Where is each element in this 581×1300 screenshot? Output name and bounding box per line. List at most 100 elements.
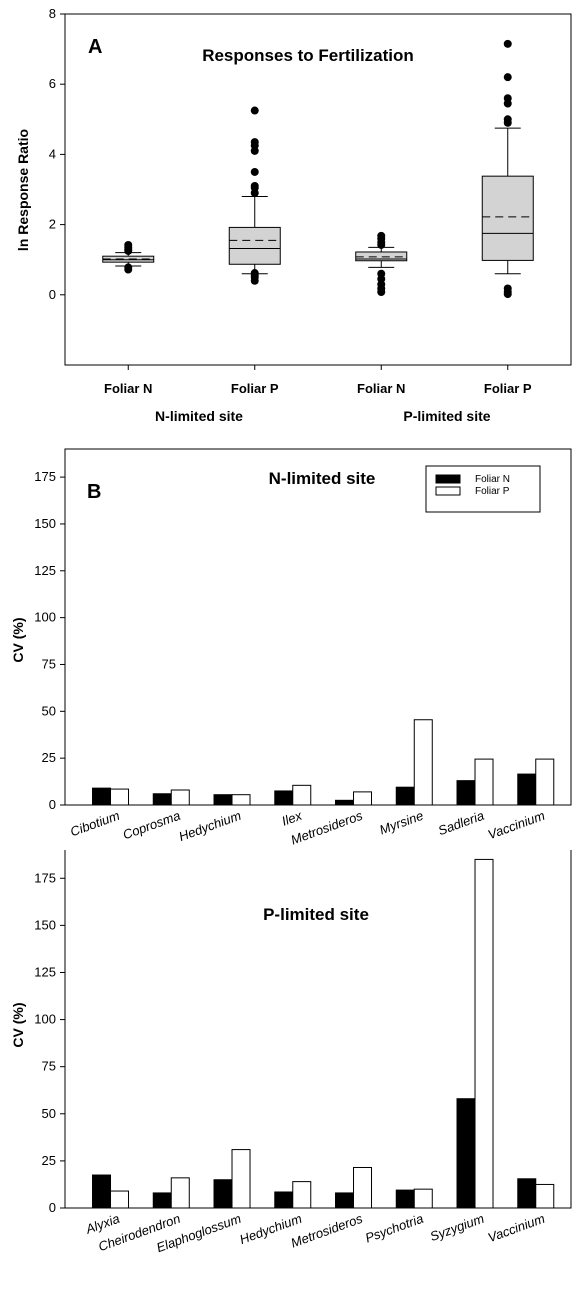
- bar-foliar-n-metrosideros: [335, 1192, 355, 1209]
- bar-foliar-p-syzygium: [474, 858, 494, 1209]
- panel-c-bars: [92, 858, 555, 1209]
- y-tick-label: 75: [42, 1059, 56, 1074]
- outlier-point: [377, 231, 386, 240]
- bar-foliar-p-ilex: [292, 784, 312, 806]
- bar-foliar-p-alyxia: [110, 1190, 130, 1209]
- y-tick-label: 100: [34, 1012, 56, 1027]
- outlier-point: [250, 181, 259, 190]
- panel-b: B N-limited site CV (%) 0 25 50 75 100 125 150…: [10, 448, 572, 848]
- outlier-point: [503, 73, 512, 82]
- panel-c-y-axis: 0 25 50 75 100 125 150 175: [34, 870, 65, 1215]
- x-category-label: Hedychium: [177, 808, 243, 844]
- group-label-n-limited: N-limited site: [155, 408, 243, 424]
- box-body: [481, 175, 534, 261]
- legend-label-foliar-n: Foliar N: [475, 474, 510, 485]
- panel-a-boxes: [102, 39, 534, 299]
- outlier-point: [503, 115, 512, 124]
- panel-c-ylabel: CV (%): [10, 1002, 26, 1047]
- panel-b-ylabel: CV (%): [10, 617, 26, 662]
- legend-swatch-foliar-p: [435, 486, 461, 496]
- x-category-label: Ilex: [280, 808, 305, 829]
- legend-swatch-foliar-n: [435, 474, 461, 484]
- x-tick-label: Foliar P: [484, 381, 532, 396]
- box-3: [355, 231, 408, 296]
- panel-c-frame: [64, 850, 572, 1209]
- x-category-label: Vaccinium: [486, 1211, 547, 1245]
- x-category-label: Vaccinium: [486, 808, 547, 842]
- bar-foliar-n-cibotium: [92, 787, 112, 806]
- panel-b-letter: B: [87, 481, 101, 503]
- bar-foliar-n-myrsine: [395, 786, 415, 806]
- bar-foliar-p-coprosma: [170, 789, 190, 806]
- x-category-label: Psychotria: [363, 1211, 425, 1246]
- bar-foliar-n-syzygium: [456, 1098, 476, 1209]
- box-body: [228, 226, 281, 265]
- bar-foliar-n-vaccinium: [517, 773, 537, 806]
- bar-foliar-p-psychotria: [413, 1188, 433, 1209]
- panel-a-y-axis: 0 2 4 6 8: [49, 6, 65, 302]
- bar-foliar-p-myrsine: [413, 719, 433, 806]
- panel-a: A Responses to Fertilization ln Response…: [15, 6, 572, 424]
- box-2: [228, 106, 281, 285]
- x-category-label: Syzygium: [428, 1211, 486, 1244]
- panel-a-letter: A: [88, 36, 102, 58]
- outlier-point: [124, 240, 133, 249]
- bar-foliar-n-metrosideros: [335, 799, 355, 806]
- x-tick-label: Foliar P: [231, 381, 279, 396]
- outlier-point: [377, 269, 386, 278]
- legend-label-foliar-p: Foliar P: [475, 486, 510, 497]
- bar-foliar-p-hedychium: [292, 1181, 312, 1209]
- y-tick-label: 75: [42, 656, 56, 671]
- x-category-label: Sadleria: [436, 808, 486, 838]
- bar-foliar-n-hedychium: [274, 1191, 294, 1209]
- bar-foliar-n-alyxia: [92, 1174, 112, 1209]
- y-tick-label: 50: [42, 703, 56, 718]
- panel-b-y-axis: 0 25 50 75 100 125 150 175: [34, 469, 65, 812]
- legend-box: [425, 465, 541, 513]
- x-category-label: Cibotium: [68, 808, 121, 840]
- outlier-point: [250, 106, 259, 115]
- bar-foliar-n-cheirodendron: [152, 1192, 172, 1209]
- y-tick-label: 4: [49, 146, 56, 161]
- y-tick-label: 150: [34, 917, 56, 932]
- panel-c-title: P-limited site: [263, 905, 369, 924]
- outlier-point: [503, 94, 512, 103]
- panel-b-frame: [64, 448, 572, 806]
- panel-b-title: N-limited site: [269, 469, 376, 488]
- box-body: [355, 251, 408, 262]
- bar-foliar-n-vaccinium: [517, 1178, 537, 1209]
- x-category-label: Myrsine: [377, 808, 425, 838]
- y-tick-label: 6: [49, 76, 56, 91]
- bar-foliar-p-cibotium: [110, 788, 130, 806]
- bar-foliar-n-psychotria: [395, 1189, 415, 1209]
- bar-foliar-n-sadleria: [456, 780, 476, 806]
- bar-foliar-p-elaphoglossum: [231, 1149, 251, 1209]
- bar-foliar-p-hedychium: [231, 794, 251, 806]
- y-tick-label: 175: [34, 469, 56, 484]
- y-tick-label: 150: [34, 516, 56, 531]
- bar-foliar-p-vaccinium: [535, 1183, 555, 1209]
- bar-foliar-n-hedychium: [213, 794, 233, 806]
- y-tick-label: 25: [42, 1153, 56, 1168]
- panel-a-ylabel: ln Response Ratio: [15, 129, 31, 251]
- y-tick-label: 125: [34, 964, 56, 979]
- outlier-point: [250, 269, 259, 278]
- bar-foliar-p-vaccinium: [535, 758, 555, 806]
- y-tick-label: 8: [49, 6, 56, 21]
- y-tick-label: 100: [34, 610, 56, 625]
- y-tick-label: 0: [49, 797, 56, 812]
- y-tick-label: 50: [42, 1106, 56, 1121]
- outlier-point: [503, 39, 512, 48]
- group-label-p-limited: P-limited site: [403, 408, 490, 424]
- bar-foliar-p-metrosideros: [353, 791, 373, 806]
- bar-foliar-p-metrosideros: [353, 1166, 373, 1209]
- panel-a-title: Responses to Fertilization: [202, 46, 414, 65]
- y-tick-label: 25: [42, 750, 56, 765]
- panel-b-bars: [92, 719, 555, 806]
- y-tick-label: 0: [49, 1200, 56, 1215]
- legend: Foliar N Foliar P: [425, 465, 541, 513]
- y-tick-label: 125: [34, 563, 56, 578]
- y-tick-label: 2: [49, 217, 56, 232]
- panel-a-frame: [64, 13, 572, 366]
